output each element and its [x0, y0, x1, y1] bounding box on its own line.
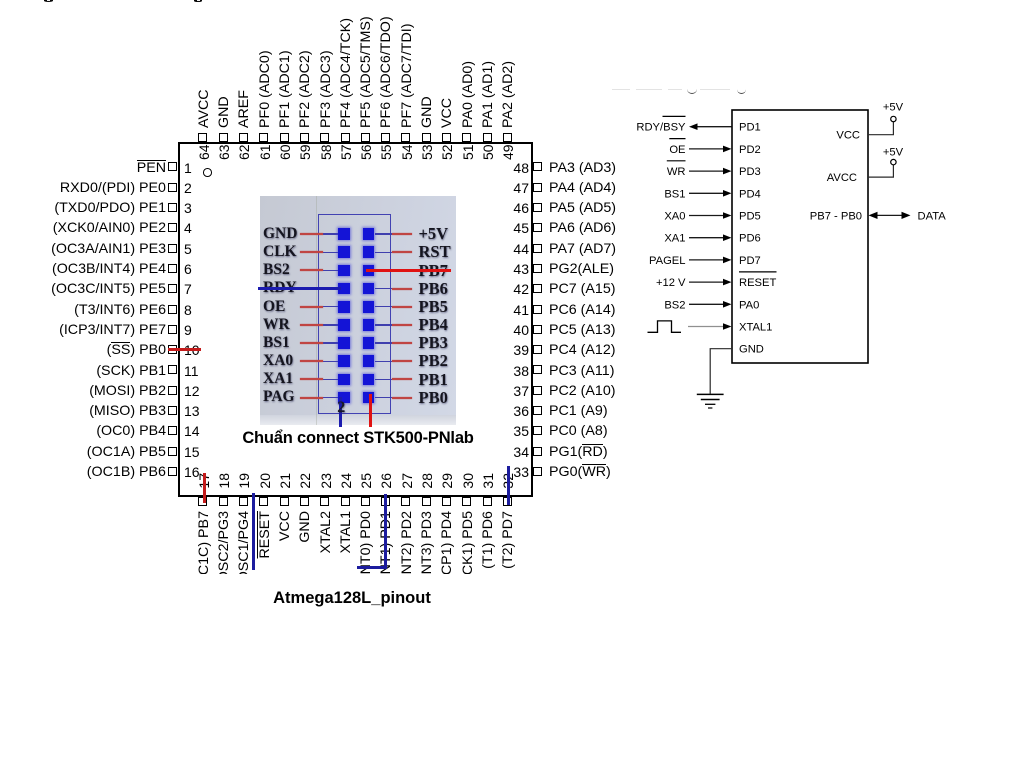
svg-text:+5V: +5V	[883, 102, 904, 114]
svg-text:PD7: PD7	[739, 255, 761, 267]
svg-text:BS2: BS2	[664, 299, 685, 311]
svg-text:XA1: XA1	[664, 233, 685, 245]
svg-text:WR: WR	[667, 166, 686, 178]
svg-text:PD4: PD4	[739, 188, 761, 200]
svg-text:AVCC: AVCC	[827, 172, 857, 184]
svg-text:XA0: XA0	[664, 211, 685, 223]
svg-text:PA0: PA0	[739, 299, 759, 311]
svg-text:+12 V: +12 V	[656, 277, 686, 289]
svg-text:BS1: BS1	[664, 188, 685, 200]
svg-text:PD2: PD2	[739, 144, 761, 156]
svg-text:PD6: PD6	[739, 233, 761, 245]
svg-text:GND: GND	[739, 344, 764, 356]
svg-text:PB7 - PB0: PB7 - PB0	[810, 210, 862, 222]
svg-text:PD3: PD3	[739, 166, 761, 178]
svg-text:DATA: DATA	[918, 210, 947, 222]
svg-text:PD1: PD1	[739, 122, 761, 134]
svg-text:OE: OE	[669, 144, 685, 156]
svg-text:RESET: RESET	[739, 277, 776, 289]
svg-text:XTAL1: XTAL1	[739, 322, 772, 334]
svg-text:PAGEL: PAGEL	[649, 255, 685, 267]
svg-text:RDY/BSY: RDY/BSY	[636, 122, 686, 134]
svg-text:VCC: VCC	[836, 130, 860, 142]
svg-text:+5V: +5V	[883, 147, 904, 159]
svg-text:PD5: PD5	[739, 211, 761, 223]
